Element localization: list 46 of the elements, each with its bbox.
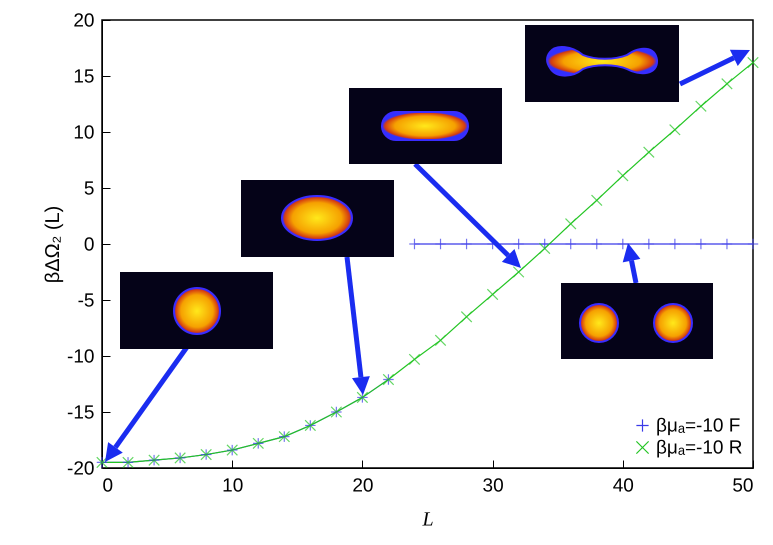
point — [642, 146, 655, 158]
point — [460, 310, 472, 323]
y-axis-title: βΔΩ₂ (L) — [42, 206, 64, 284]
point — [721, 78, 733, 90]
legend-label: βμₐ=-10 R — [656, 438, 743, 458]
x-tick-label: 50 — [732, 476, 754, 496]
y-tick-label: 15 — [73, 66, 94, 88]
point — [564, 218, 577, 230]
point — [538, 238, 551, 250]
point — [642, 238, 655, 250]
y-tick-label: -10 — [67, 346, 94, 368]
y-tick-label: 5 — [84, 178, 94, 200]
point — [721, 238, 733, 250]
y-tick-label: 10 — [73, 122, 94, 144]
point — [590, 238, 603, 250]
point — [512, 238, 524, 250]
point — [460, 238, 472, 250]
point — [590, 194, 603, 206]
x-tick-label: 20 — [352, 476, 374, 496]
x-tick-label: 30 — [482, 476, 504, 496]
point — [747, 56, 759, 68]
point — [434, 334, 446, 346]
x-tick-label: 10 — [222, 476, 244, 496]
point — [695, 238, 707, 250]
point — [408, 354, 420, 366]
point — [564, 238, 577, 250]
legend-label: βμₐ=-10 F — [656, 416, 740, 436]
x-tick-label: 0 — [102, 476, 114, 496]
point — [616, 170, 629, 182]
y-tick-label: -5 — [78, 290, 94, 312]
x-tick-label: 40 — [612, 476, 634, 496]
point — [695, 100, 707, 112]
point — [512, 266, 524, 278]
point — [434, 238, 446, 250]
point — [747, 238, 759, 250]
point — [486, 288, 498, 300]
point — [616, 238, 629, 250]
x-axis-title: L — [421, 508, 434, 530]
point — [408, 238, 420, 250]
point — [669, 124, 681, 136]
point — [669, 238, 681, 250]
y-tick-label: 0 — [84, 234, 94, 256]
y-tick-label: 20 — [73, 10, 94, 32]
y-tick-label: -20 — [67, 458, 94, 480]
y-tick-label: -15 — [67, 402, 94, 424]
point — [538, 242, 551, 254]
